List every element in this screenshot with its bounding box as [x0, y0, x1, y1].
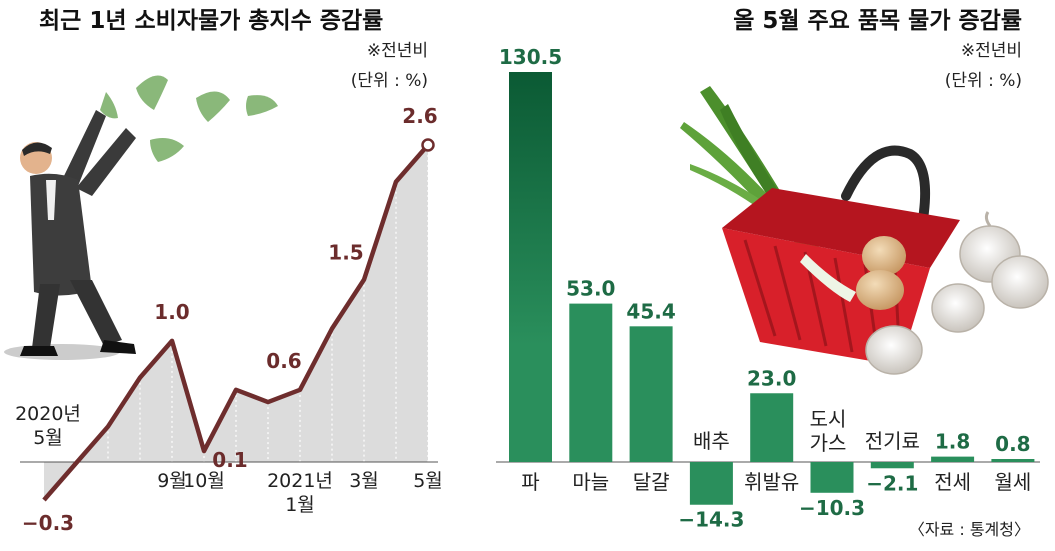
- item-bar-chart: 130.5 파 53.0 마늘 45.4 달걀 −14.3 배추 23.0 휘발유−10.3 도시가…: [496, 45, 1040, 532]
- bar-value-label: −10.3: [799, 496, 865, 520]
- area-fill: [44, 145, 428, 500]
- bar-value-label: 0.8: [995, 432, 1030, 456]
- bar: [870, 462, 914, 469]
- bar-value-label: 1.8: [935, 430, 970, 454]
- bar-value-label: −14.3: [678, 508, 744, 532]
- data-label: 1.0: [154, 300, 189, 324]
- money-chasing-man-illustration: [4, 75, 278, 360]
- cpi-series-line: [42, 143, 430, 502]
- bar: [689, 462, 733, 505]
- data-label: −0.3: [22, 511, 74, 535]
- category-label: 전세: [934, 470, 971, 494]
- bar: [569, 303, 613, 462]
- banknote-icon: [150, 138, 184, 162]
- bar-value-label: 53.0: [566, 277, 615, 301]
- bar-value-label: 45.4: [626, 299, 675, 323]
- series-end-marker: [421, 138, 435, 152]
- category-label: 파: [521, 470, 539, 494]
- x-tick-label: 5월: [33, 427, 63, 449]
- category-label: 마늘: [572, 470, 609, 494]
- category-label: 배추: [693, 429, 730, 453]
- category-label: 달걀: [633, 470, 670, 494]
- bar-value-label: 23.0: [747, 366, 796, 390]
- banknote-icon: [136, 75, 168, 110]
- item-chart-unit: (단위 : %): [945, 71, 1022, 91]
- bar: [750, 393, 794, 462]
- banknote-icon: [196, 91, 230, 122]
- category-label: 월세: [994, 470, 1031, 494]
- banknote-icon: [246, 95, 278, 116]
- data-label: 1.5: [328, 241, 363, 265]
- bar: [509, 72, 552, 462]
- bar: [931, 456, 975, 462]
- x-tick-label: 10월: [183, 470, 225, 492]
- x-tick-label: 2021년: [267, 470, 333, 492]
- grocery-basket-illustration: [680, 86, 1049, 375]
- cpi-chart-panel: 최근 1년 소비자물가 총지수 증감률 ※전년비 (단위 : %): [4, 8, 443, 535]
- bar-value-label: −2.1: [866, 471, 918, 495]
- x-tick-label: 2020년: [15, 403, 81, 425]
- bar-value-label: 130.5: [499, 45, 562, 69]
- data-label: 0.6: [266, 349, 301, 373]
- garlic-icon: [931, 283, 985, 333]
- item-chart-note: ※전년비: [961, 41, 1022, 61]
- source-note: 〈자료 : 통계청〉: [909, 520, 1030, 539]
- cpi-chart-title: 최근 1년 소비자물가 총지수 증감률: [39, 8, 383, 34]
- category-label: 도시: [810, 407, 847, 431]
- bar: [629, 326, 673, 462]
- data-label: 2.6: [402, 104, 437, 128]
- bar: [991, 459, 1035, 462]
- item-price-chart-panel: 올 5월 주요 품목 물가 증감률 ※전년비 (단위 : %): [496, 8, 1049, 539]
- cpi-chart-note: ※전년비: [367, 41, 428, 61]
- x-tick-label: 1월: [285, 494, 315, 516]
- garlic-icon: [991, 255, 1049, 309]
- cpi-chart-unit: (단위 : %): [351, 71, 428, 91]
- x-tick-label: 5월: [413, 470, 443, 492]
- x-tick-label: 3월: [349, 470, 379, 492]
- category-label: 휘발유: [744, 470, 799, 494]
- category-label: 전기료: [865, 429, 920, 453]
- x-tick-label: 9월: [157, 470, 187, 492]
- garlic-icon: [865, 325, 923, 375]
- category-label: 가스: [810, 431, 847, 455]
- bar: [810, 462, 854, 493]
- banknote-icon: [100, 92, 118, 119]
- item-chart-title: 올 5월 주요 품목 물가 증감률: [733, 8, 1022, 34]
- data-label: 0.1: [212, 448, 247, 472]
